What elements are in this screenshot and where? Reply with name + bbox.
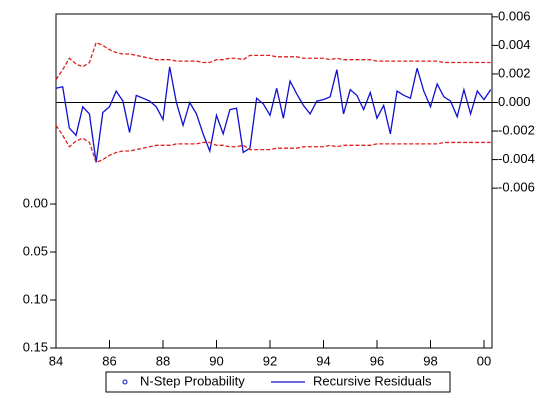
legend-box — [105, 371, 451, 393]
x-tick-label: 88 — [156, 353, 170, 368]
y2-tick-label: 0.002 — [498, 65, 531, 80]
y2-tick-label: -0.006 — [498, 180, 535, 195]
x-tick-label: 98 — [423, 353, 437, 368]
x-tick-label: 86 — [102, 353, 116, 368]
x-tick-label: 94 — [316, 353, 330, 368]
plot-frame — [55, 13, 493, 349]
legend-label: Recursive Residuals — [313, 373, 432, 388]
series-line — [55, 66, 492, 163]
band-line — [55, 124, 491, 164]
y-tick-label: 0.15 — [23, 339, 48, 354]
legend-label: N-Step Probability — [140, 373, 245, 388]
x-tick-label: 84 — [49, 353, 63, 368]
y2-tick-label: -0.004 — [498, 151, 535, 166]
y-tick-label: 0.00 — [23, 195, 48, 210]
y2-tick-label: -0.002 — [498, 122, 535, 137]
y2-tick-label: 0.006 — [498, 8, 531, 23]
y-tick-label: 0.10 — [23, 291, 48, 306]
y2-tick-label: 0.000 — [498, 94, 531, 109]
x-tick-label: 92 — [263, 353, 277, 368]
y-tick-label: 0.05 — [23, 243, 48, 258]
x-tick-label: 00 — [477, 353, 491, 368]
band-line — [55, 41, 491, 81]
legend-marker — [122, 379, 128, 385]
x-tick-label: 90 — [209, 353, 223, 368]
y2-tick-label: 0.004 — [498, 37, 531, 52]
x-tick-label: 96 — [370, 353, 384, 368]
